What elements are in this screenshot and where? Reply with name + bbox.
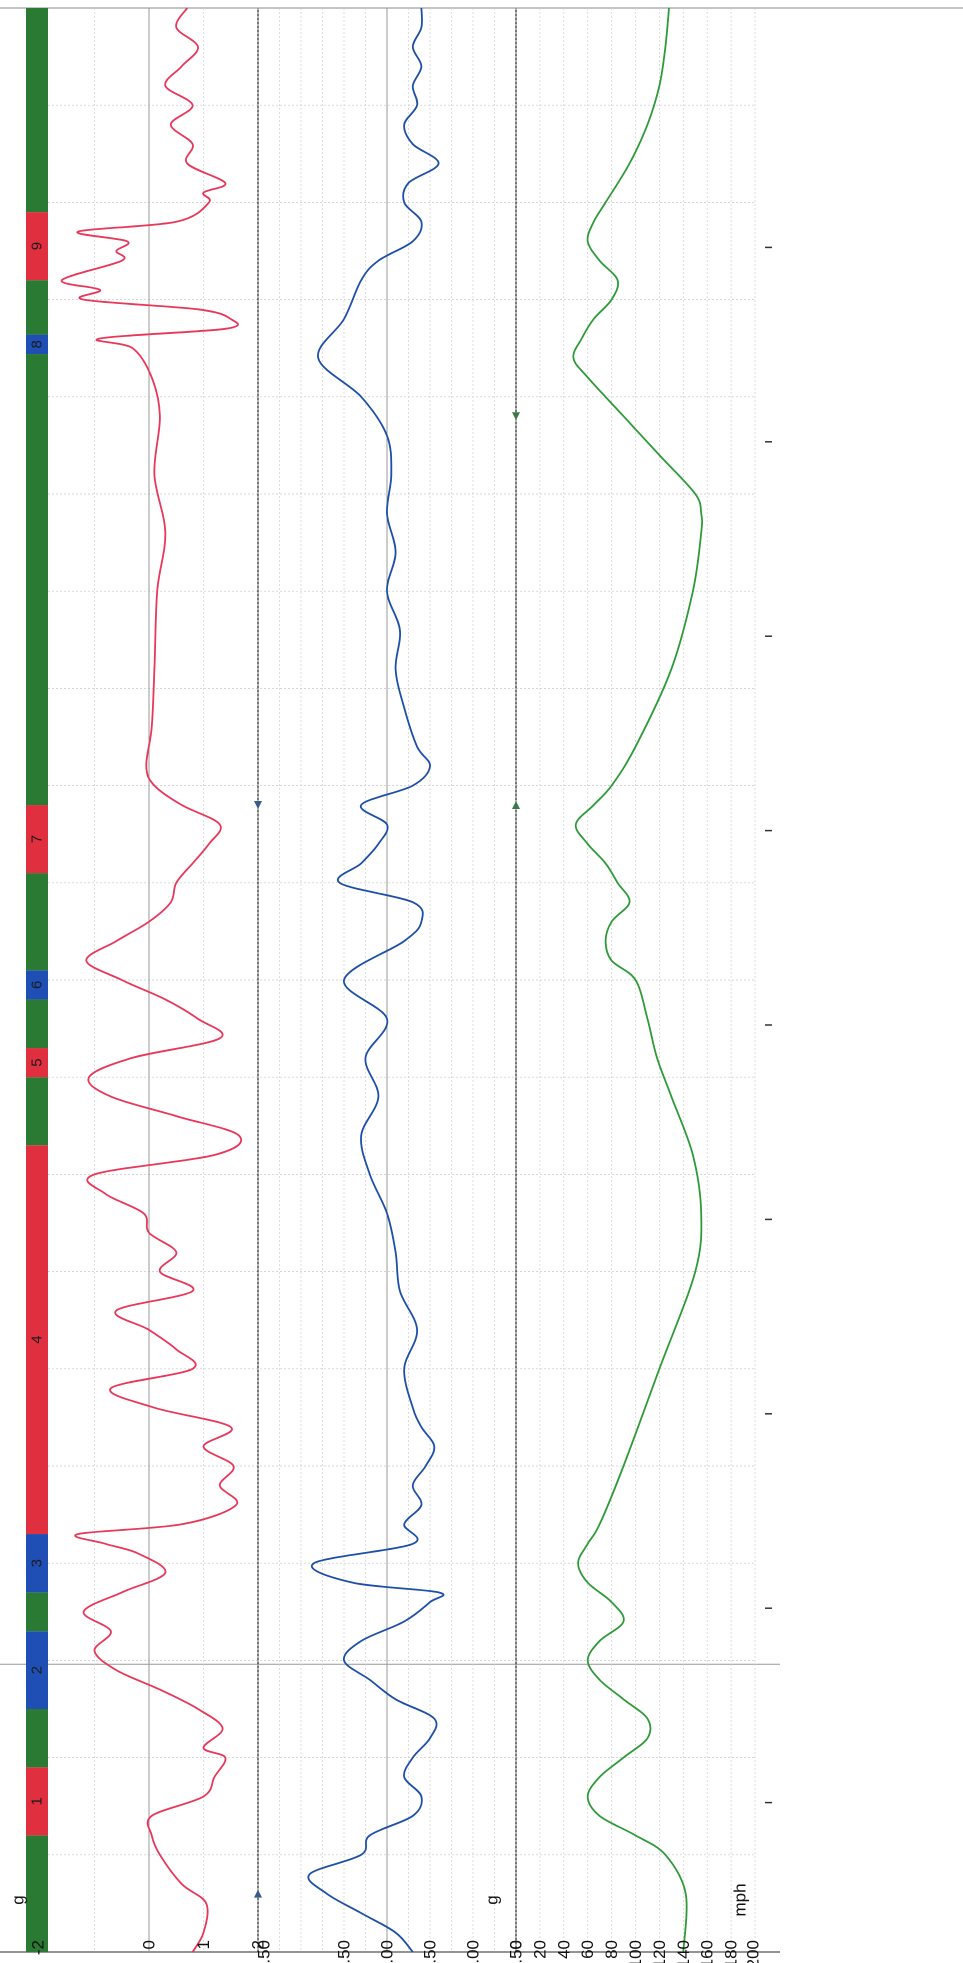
segment-brake — [26, 1767, 48, 1836]
segment-label: 1 — [29, 1797, 46, 1805]
marker-layer — [254, 412, 520, 1898]
segment-brake — [26, 1048, 48, 1078]
y-tick-label: 0 — [140, 1940, 159, 1949]
marker-triangle — [254, 801, 262, 810]
y-tick-label: 0.50 — [421, 1940, 440, 1963]
y-tick-label: 2 — [249, 1940, 268, 1949]
segment-corner — [26, 970, 48, 1000]
y-tick-label: 1.00 — [464, 1940, 483, 1963]
y-tick-label: -2 — [29, 1940, 48, 1955]
marker-triangle — [512, 412, 520, 421]
segment-straight — [26, 354, 48, 806]
segment-label: 3 — [29, 1559, 46, 1567]
segment-straight — [26, 280, 48, 335]
y-tick-label: 60 — [578, 1940, 597, 1959]
unit-label: g — [9, 1895, 28, 1904]
segment-corner — [26, 1534, 48, 1593]
segment-bar: 1 2 3 4 5 6 7 8 9 — [26, 8, 48, 1952]
axis-labels: 210-2g1.501.000.500.00-0.50-1.50g2001801… — [9, 1883, 763, 1963]
segment-straight — [26, 1592, 48, 1632]
segment-corner — [26, 334, 48, 355]
y-tick-label: 140 — [674, 1940, 693, 1963]
unit-label: g — [483, 1895, 502, 1904]
segment-label: 2 — [29, 1666, 46, 1674]
segment-straight — [26, 8, 48, 213]
y-tick-label: 1.50 — [507, 1940, 526, 1963]
series-layer — [60, 7, 703, 1953]
segment-label: 7 — [29, 835, 46, 843]
y-tick-label: 0 — [507, 1940, 526, 1949]
y-tick-label: 180 — [722, 1940, 741, 1963]
segment-label: 6 — [29, 981, 46, 989]
y-tick-label: -0.50 — [335, 1940, 354, 1963]
marker-triangle — [254, 1889, 262, 1898]
series-line-lateral — [60, 7, 243, 1953]
y-tick-label: 120 — [650, 1940, 669, 1963]
y-tick-label: 20 — [530, 1940, 549, 1959]
series-line-speed — [572, 7, 703, 1953]
segment-straight — [26, 873, 48, 971]
segment-label: 9 — [29, 242, 46, 250]
y-tick-label: 160 — [698, 1940, 717, 1963]
unit-label: mph — [731, 1883, 750, 1916]
segment-brake — [26, 212, 48, 281]
segment-brake — [26, 805, 48, 874]
segment-straight — [26, 1077, 48, 1146]
y-tick-label: 40 — [554, 1940, 573, 1959]
segment-straight — [26, 1835, 48, 1952]
y-tick-label: 0.00 — [378, 1940, 397, 1963]
y-tick-label: -1.50 — [255, 1940, 274, 1963]
segment-label: 5 — [29, 1058, 46, 1066]
marker-triangle — [512, 801, 520, 810]
y-tick-label: 1 — [194, 1940, 213, 1949]
series-line-longitudinal — [307, 7, 445, 1953]
y-tick-label: 80 — [602, 1940, 621, 1959]
segment-corner — [26, 1631, 48, 1709]
segment-brake — [26, 1145, 48, 1535]
segment-straight — [26, 1709, 48, 1768]
y-tick-label: 100 — [626, 1940, 645, 1963]
segment-straight — [26, 999, 48, 1049]
segment-label: 8 — [29, 340, 46, 348]
segment-label: 4 — [29, 1335, 46, 1343]
y-tick-label: 200 — [744, 1940, 763, 1963]
